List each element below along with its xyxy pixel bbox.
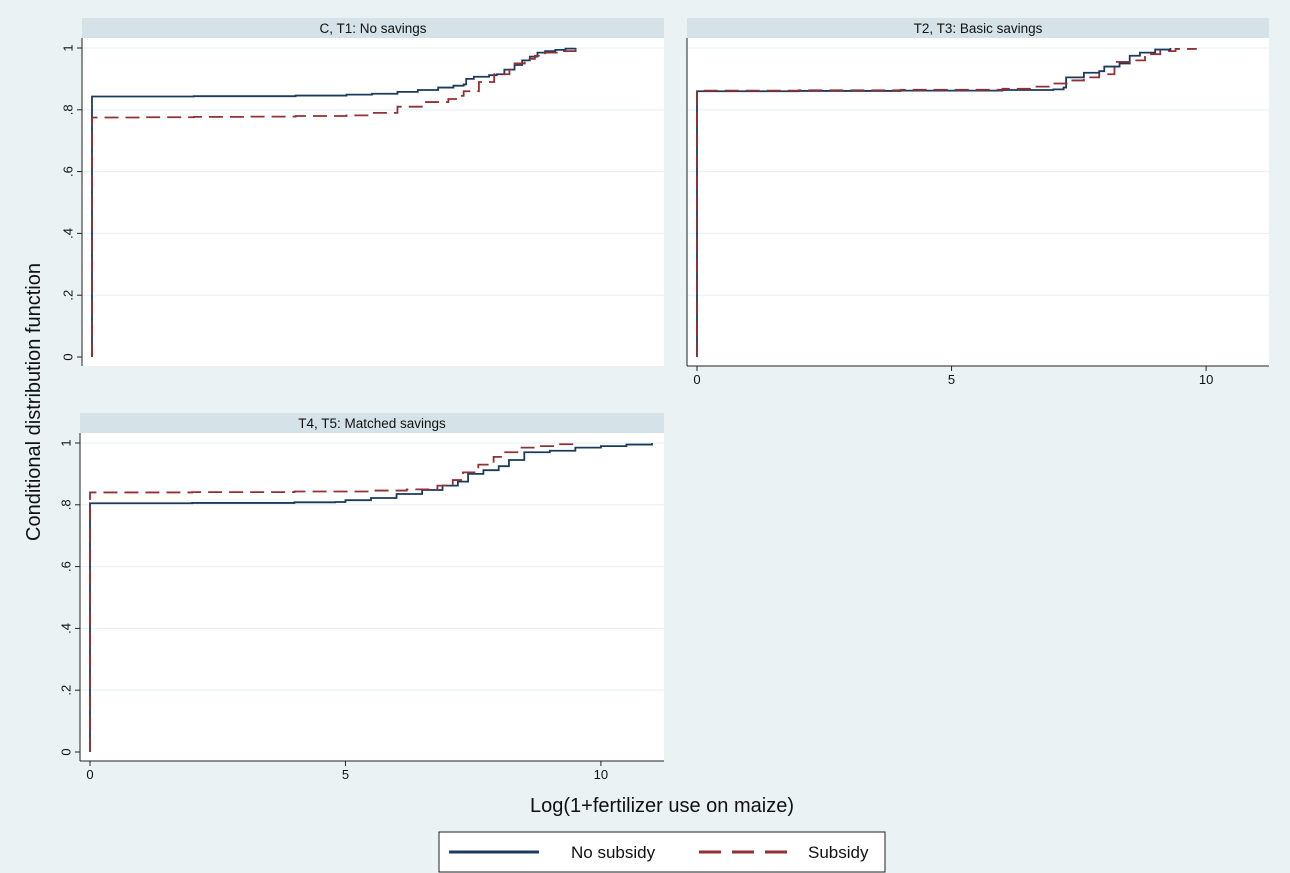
y-tick-label: 0	[61, 353, 76, 360]
series-no-subsidy	[91, 47, 577, 357]
series-no-subsidy	[89, 443, 653, 752]
y-tick-label: 1	[59, 439, 74, 446]
y-tick-label: .6	[61, 166, 76, 177]
series-subsidy	[91, 49, 577, 357]
plot-area	[687, 38, 1269, 366]
plot-area	[82, 38, 664, 366]
x-tick-label: 0	[693, 372, 700, 387]
panel-header	[80, 413, 664, 433]
plot-area	[80, 433, 664, 761]
y-tick-label: 0	[59, 748, 74, 755]
y-tick-label: 1	[61, 44, 76, 51]
y-tick-label: .6	[59, 561, 74, 572]
panel-2: T2, T3: Basic savings 0 5 10	[686, 18, 1269, 387]
x-tick-label: 5	[948, 372, 955, 387]
panel-header	[687, 18, 1269, 38]
panel-title: C, T1: No savings	[319, 21, 426, 36]
y-tick-label: .2	[61, 290, 76, 301]
y-tick-label: .8	[59, 499, 74, 510]
x-tick-label: 10	[1199, 372, 1213, 387]
series-subsidy	[696, 48, 1197, 357]
y-tick-label: .4	[61, 228, 76, 239]
x-tick-label: 0	[86, 767, 93, 782]
panels: C, T1: No savings 0 .2 .4 .6 .8 1 T2, T3: Basic…	[59, 18, 1269, 782]
panel-title: T4, T5: Matched savings	[298, 416, 446, 431]
legend-label-subsidy: Subsidy	[808, 843, 869, 862]
x-axis-label: Log(1+fertilizer use on maize)	[530, 795, 794, 817]
x-tick-label: 5	[342, 767, 349, 782]
y-axis-label: Conditional distribution function	[23, 263, 45, 541]
panel-header	[82, 18, 664, 38]
panel-1: C, T1: No savings 0 .2 .4 .6 .8 1	[61, 18, 664, 366]
legend: No subsidy Subsidy	[438, 831, 886, 873]
y-tick-label: .8	[61, 104, 76, 115]
series-subsidy	[89, 443, 577, 752]
y-tick-label: .2	[59, 685, 74, 696]
legend-label-no-subsidy: No subsidy	[571, 843, 656, 862]
x-tick-label: 10	[594, 767, 608, 782]
y-tick-label: .4	[59, 623, 74, 634]
panel-title: T2, T3: Basic savings	[914, 21, 1043, 36]
